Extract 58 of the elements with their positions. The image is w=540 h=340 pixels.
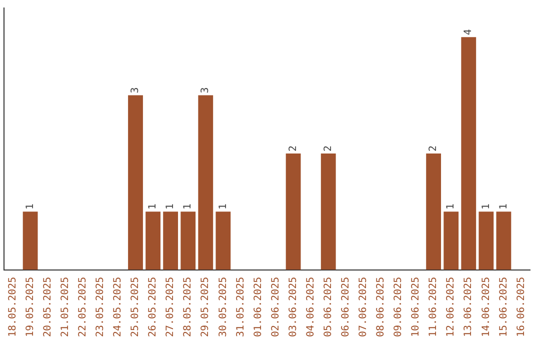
data-label: 3 — [200, 87, 212, 94]
x-tick-label: 04.06.2025 — [305, 276, 316, 338]
x-tick-label: 21.05.2025 — [60, 276, 71, 338]
x-tick-label: 02.06.2025 — [270, 276, 282, 338]
x-tick-label: 12.06.2025 — [446, 276, 457, 338]
data-label: 1 — [148, 204, 159, 210]
x-tick-label: 13.06.2025 — [463, 276, 474, 338]
bar — [286, 153, 301, 270]
bar — [180, 212, 196, 270]
x-tick-label: 24.05.2025 — [112, 276, 124, 338]
bar — [216, 212, 231, 270]
x-tick-label: 29.05.2025 — [200, 276, 212, 338]
bar — [22, 212, 38, 270]
bar — [146, 212, 160, 270]
data-label: 2 — [428, 145, 440, 152]
x-tick-label: 15.06.2025 — [498, 276, 510, 338]
bar — [478, 212, 494, 270]
x-tick-label: 05.06.2025 — [322, 276, 334, 338]
x-tick-label: 25.05.2025 — [130, 276, 142, 338]
bar — [496, 212, 512, 270]
data-label: 1 — [165, 204, 176, 210]
x-tick-label: 31.05.2025 — [235, 276, 246, 338]
x-tick-label: 10.06.2025 — [410, 276, 422, 338]
bar — [198, 95, 214, 270]
x-tick-label: 28.05.2025 — [182, 276, 194, 338]
x-tick-label: 01.06.2025 — [252, 276, 264, 338]
x-tick-label: 20.05.2025 — [42, 276, 54, 338]
bar — [128, 95, 143, 270]
data-label: 3 — [130, 87, 142, 94]
x-tick-label: 07.06.2025 — [358, 276, 370, 338]
data-label: 1 — [480, 204, 492, 210]
x-tick-label: 06.06.2025 — [340, 276, 352, 338]
x-tick-label: 03.06.2025 — [288, 276, 299, 338]
x-tick-label: 09.06.2025 — [393, 276, 404, 338]
bar — [163, 212, 178, 270]
data-label: 2 — [322, 145, 334, 152]
bar — [461, 37, 476, 270]
bar — [320, 153, 336, 270]
x-tick-label: 11.06.2025 — [428, 276, 440, 338]
x-tick-label: 19.05.2025 — [24, 276, 36, 338]
data-label: 1 — [218, 204, 229, 210]
bar — [426, 153, 442, 270]
data-label: 1 — [24, 204, 36, 210]
x-tick-label: 18.05.2025 — [7, 276, 18, 338]
x-tick-label: 08.06.2025 — [376, 276, 387, 338]
x-tick-label: 30.05.2025 — [218, 276, 229, 338]
data-label: 1 — [182, 204, 194, 210]
x-tick-label: 27.05.2025 — [165, 276, 176, 338]
x-tick-label: 26.05.2025 — [148, 276, 159, 338]
bar — [444, 212, 459, 270]
data-label: 4 — [463, 29, 474, 36]
x-tick-label: 16.06.2025 — [516, 276, 527, 338]
x-tick-label: 14.06.2025 — [480, 276, 492, 338]
x-tick-label: 23.05.2025 — [95, 276, 106, 338]
data-label: 1 — [498, 204, 510, 210]
data-label: 2 — [288, 145, 299, 152]
x-tick-label: 22.05.2025 — [77, 276, 88, 338]
data-label: 1 — [446, 204, 457, 210]
